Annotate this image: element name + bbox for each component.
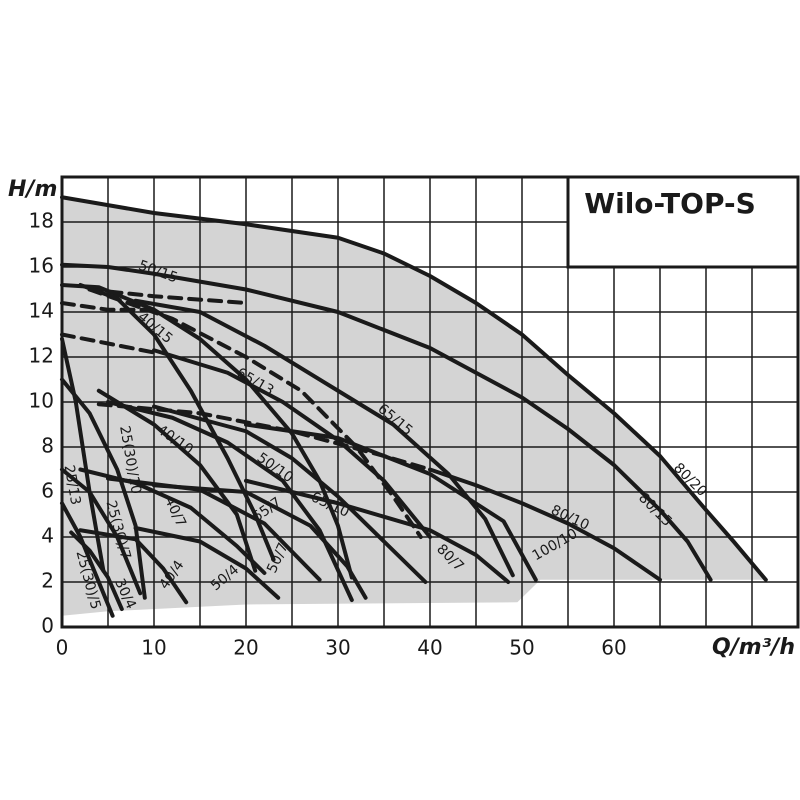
pump-curve (244, 478, 511, 584)
dashed-curve (87, 287, 423, 539)
y-tick-label: 10 (29, 389, 54, 413)
x-tick-label: 0 (56, 636, 69, 660)
x-axis-title: Q/m³/h (712, 635, 795, 660)
x-tick-label: 40 (417, 636, 442, 660)
y-tick-label: 0 (41, 614, 54, 638)
y-tick-label: 18 (29, 209, 54, 233)
y-tick-label: 14 (29, 299, 54, 323)
pump-curve (60, 501, 115, 618)
plot-frame (60, 175, 800, 629)
chart-title: Wilo-TOP-S (584, 187, 756, 220)
y-tick-label: 8 (41, 434, 54, 458)
pump-curve (60, 283, 354, 580)
pump-curve (78, 528, 189, 605)
y-axis-title: H/m (8, 177, 57, 202)
y-tick-label: 2 (41, 569, 54, 593)
dashed-curve (87, 287, 248, 305)
x-tick-label: 30 (325, 636, 350, 660)
x-tick-label: 50 (509, 636, 534, 660)
x-tick-label: 60 (601, 636, 626, 660)
pump-curve (428, 467, 662, 582)
dashed-curve (60, 301, 156, 312)
pump-curve (60, 377, 147, 600)
y-tick-label: 12 (29, 344, 54, 368)
dashed-curve (60, 332, 156, 355)
pump-curve (152, 348, 432, 539)
pump-curve (152, 483, 368, 600)
pump-curve (60, 262, 713, 582)
pump-curve (60, 195, 768, 582)
y-tick-label: 4 (41, 524, 54, 548)
y-tick-label: 16 (29, 254, 54, 278)
pump-curve (244, 422, 538, 582)
x-tick-label: 10 (141, 636, 166, 660)
title-box (566, 175, 800, 269)
y-tick-label: 6 (41, 479, 54, 503)
x-tick-label: 20 (233, 636, 258, 660)
pump-curve (106, 476, 322, 582)
pump-curve (152, 404, 428, 584)
pump-curve (96, 388, 258, 573)
pump-curve (133, 298, 515, 578)
pump-curve (133, 526, 281, 600)
pump-curve (60, 467, 143, 596)
